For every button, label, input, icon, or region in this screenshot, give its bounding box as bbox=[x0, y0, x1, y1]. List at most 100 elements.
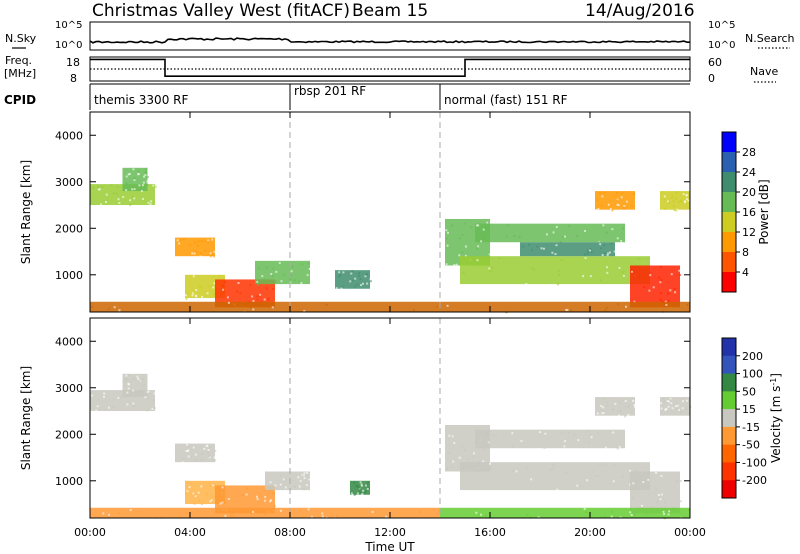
power-echo-speckle bbox=[672, 200, 675, 203]
power-echo-speckle bbox=[218, 275, 221, 278]
velocity-echo-speckle bbox=[526, 513, 529, 516]
velocity-echo-speckle bbox=[631, 497, 634, 500]
nsearch-tick-high: 10^5 bbox=[708, 20, 735, 31]
x-axis-label: Time UT bbox=[364, 540, 415, 554]
velocity-echo-speckle bbox=[91, 394, 94, 397]
power-echo-speckle bbox=[133, 177, 136, 180]
power-echo-speckle bbox=[207, 240, 210, 243]
power-echo-speckle bbox=[338, 271, 341, 274]
power-echo-speckle bbox=[556, 283, 559, 286]
power-colorbar-label: Power [dB] bbox=[757, 179, 771, 244]
velocity-echo-speckle bbox=[207, 451, 210, 454]
colorbar-tick-label: 50 bbox=[742, 385, 756, 398]
power-echo-speckle bbox=[667, 292, 670, 295]
power-echo-speckle bbox=[566, 309, 569, 312]
velocity-echo-speckle bbox=[602, 397, 605, 400]
power-echo-speckle bbox=[195, 289, 198, 292]
power-echo-speckle bbox=[610, 242, 613, 245]
colorbar-tick-label: 20 bbox=[742, 186, 756, 199]
power-echo-region bbox=[630, 265, 680, 308]
velocity-echo-speckle bbox=[614, 402, 617, 405]
velocity-echo-speckle bbox=[223, 501, 226, 504]
velocity-echo-speckle bbox=[488, 430, 491, 433]
power-echo-speckle bbox=[625, 305, 628, 308]
velocity-echo-speckle bbox=[299, 479, 302, 482]
power-echo-speckle bbox=[603, 252, 606, 255]
velocity-echo-speckle bbox=[633, 513, 636, 516]
power-echo-speckle bbox=[623, 207, 626, 210]
power-echo-speckle bbox=[301, 263, 304, 266]
power-echo-speckle bbox=[462, 271, 465, 274]
velocity-echo-speckle bbox=[658, 499, 661, 502]
power-echo-speckle bbox=[536, 245, 539, 248]
velocity-echo-speckle bbox=[272, 492, 275, 495]
colorbar-segment bbox=[722, 426, 736, 446]
velocity-echo-speckle bbox=[211, 495, 214, 498]
power-echo-speckle bbox=[354, 277, 357, 280]
velocity-echo-speckle bbox=[647, 478, 650, 481]
y-tick-label: 3000 bbox=[55, 176, 83, 189]
velocity-colorbar-label: Velocity [m s-1] bbox=[769, 373, 783, 463]
velocity-echo-speckle bbox=[624, 399, 627, 402]
velocity-echo-speckle bbox=[486, 442, 489, 445]
power-echo-speckle bbox=[335, 287, 338, 290]
velocity-echo-speckle bbox=[109, 406, 112, 409]
velocity-echo-speckle bbox=[284, 486, 287, 489]
power-echo-speckle bbox=[128, 173, 131, 176]
power-echo-speckle bbox=[195, 295, 198, 298]
power-echo-speckle bbox=[364, 275, 367, 278]
velocity-echo-speckle bbox=[119, 396, 122, 399]
velocity-echo-speckle bbox=[445, 468, 448, 471]
velocity-echo-speckle bbox=[126, 403, 129, 406]
velocity-echo-speckle bbox=[458, 456, 461, 459]
power-echo-speckle bbox=[617, 204, 620, 207]
velocity-echo-speckle bbox=[362, 489, 365, 492]
velocity-echo-speckle bbox=[586, 430, 589, 433]
power-echo-speckle bbox=[435, 305, 438, 308]
power-echo-speckle bbox=[132, 168, 135, 171]
power-echo-speckle bbox=[584, 257, 587, 260]
power-echo-speckle bbox=[222, 288, 225, 291]
x-tick-label: 12:00 bbox=[374, 526, 406, 539]
velocity-echo-speckle bbox=[283, 480, 286, 483]
velocity-echo-speckle bbox=[602, 406, 605, 409]
velocity-echo-speckle bbox=[640, 504, 643, 507]
power-echo-speckle bbox=[201, 295, 204, 298]
velocity-echo-speckle bbox=[269, 481, 272, 484]
power-echo-speckle bbox=[554, 253, 557, 256]
power-echo-speckle bbox=[670, 196, 673, 199]
power-echo-region bbox=[335, 270, 370, 289]
power-echo-speckle bbox=[179, 238, 182, 241]
velocity-echo-speckle bbox=[126, 378, 129, 381]
velocity-echo-speckle bbox=[622, 398, 625, 401]
power-echo-speckle bbox=[676, 191, 679, 194]
velocity-echo-speckle bbox=[448, 452, 451, 455]
velocity-echo-speckle bbox=[489, 462, 492, 465]
power-echo-speckle bbox=[213, 292, 216, 295]
power-echo-speckle bbox=[603, 244, 606, 247]
velocity-echo-speckle bbox=[629, 469, 632, 472]
velocity-echo-speckle bbox=[149, 392, 152, 395]
power-echo-speckle bbox=[679, 273, 682, 276]
power-echo-speckle bbox=[683, 201, 686, 204]
power-echo-speckle bbox=[209, 255, 212, 258]
power-echo-speckle bbox=[498, 257, 501, 260]
velocity-echo-speckle bbox=[588, 441, 591, 444]
velocity-echo-speckle bbox=[418, 510, 421, 513]
freq-tick-low: 8 bbox=[70, 72, 77, 85]
colorbar-segment bbox=[722, 132, 736, 153]
velocity-echo-speckle bbox=[127, 383, 130, 386]
velocity-echo-region bbox=[440, 507, 690, 518]
velocity-echo-speckle bbox=[603, 410, 606, 413]
velocity-echo-speckle bbox=[475, 511, 478, 514]
velocity-echo-speckle bbox=[472, 455, 475, 458]
y-tick-label: 2000 bbox=[55, 428, 83, 441]
velocity-echo-speckle bbox=[671, 407, 674, 410]
velocity-echo-speckle bbox=[561, 431, 564, 434]
power-echo-speckle bbox=[458, 254, 461, 257]
power-echo-speckle bbox=[125, 175, 128, 178]
power-echo-speckle bbox=[607, 203, 610, 206]
colorbar-tick-label: 28 bbox=[742, 146, 756, 159]
power-echo-speckle bbox=[144, 170, 147, 173]
